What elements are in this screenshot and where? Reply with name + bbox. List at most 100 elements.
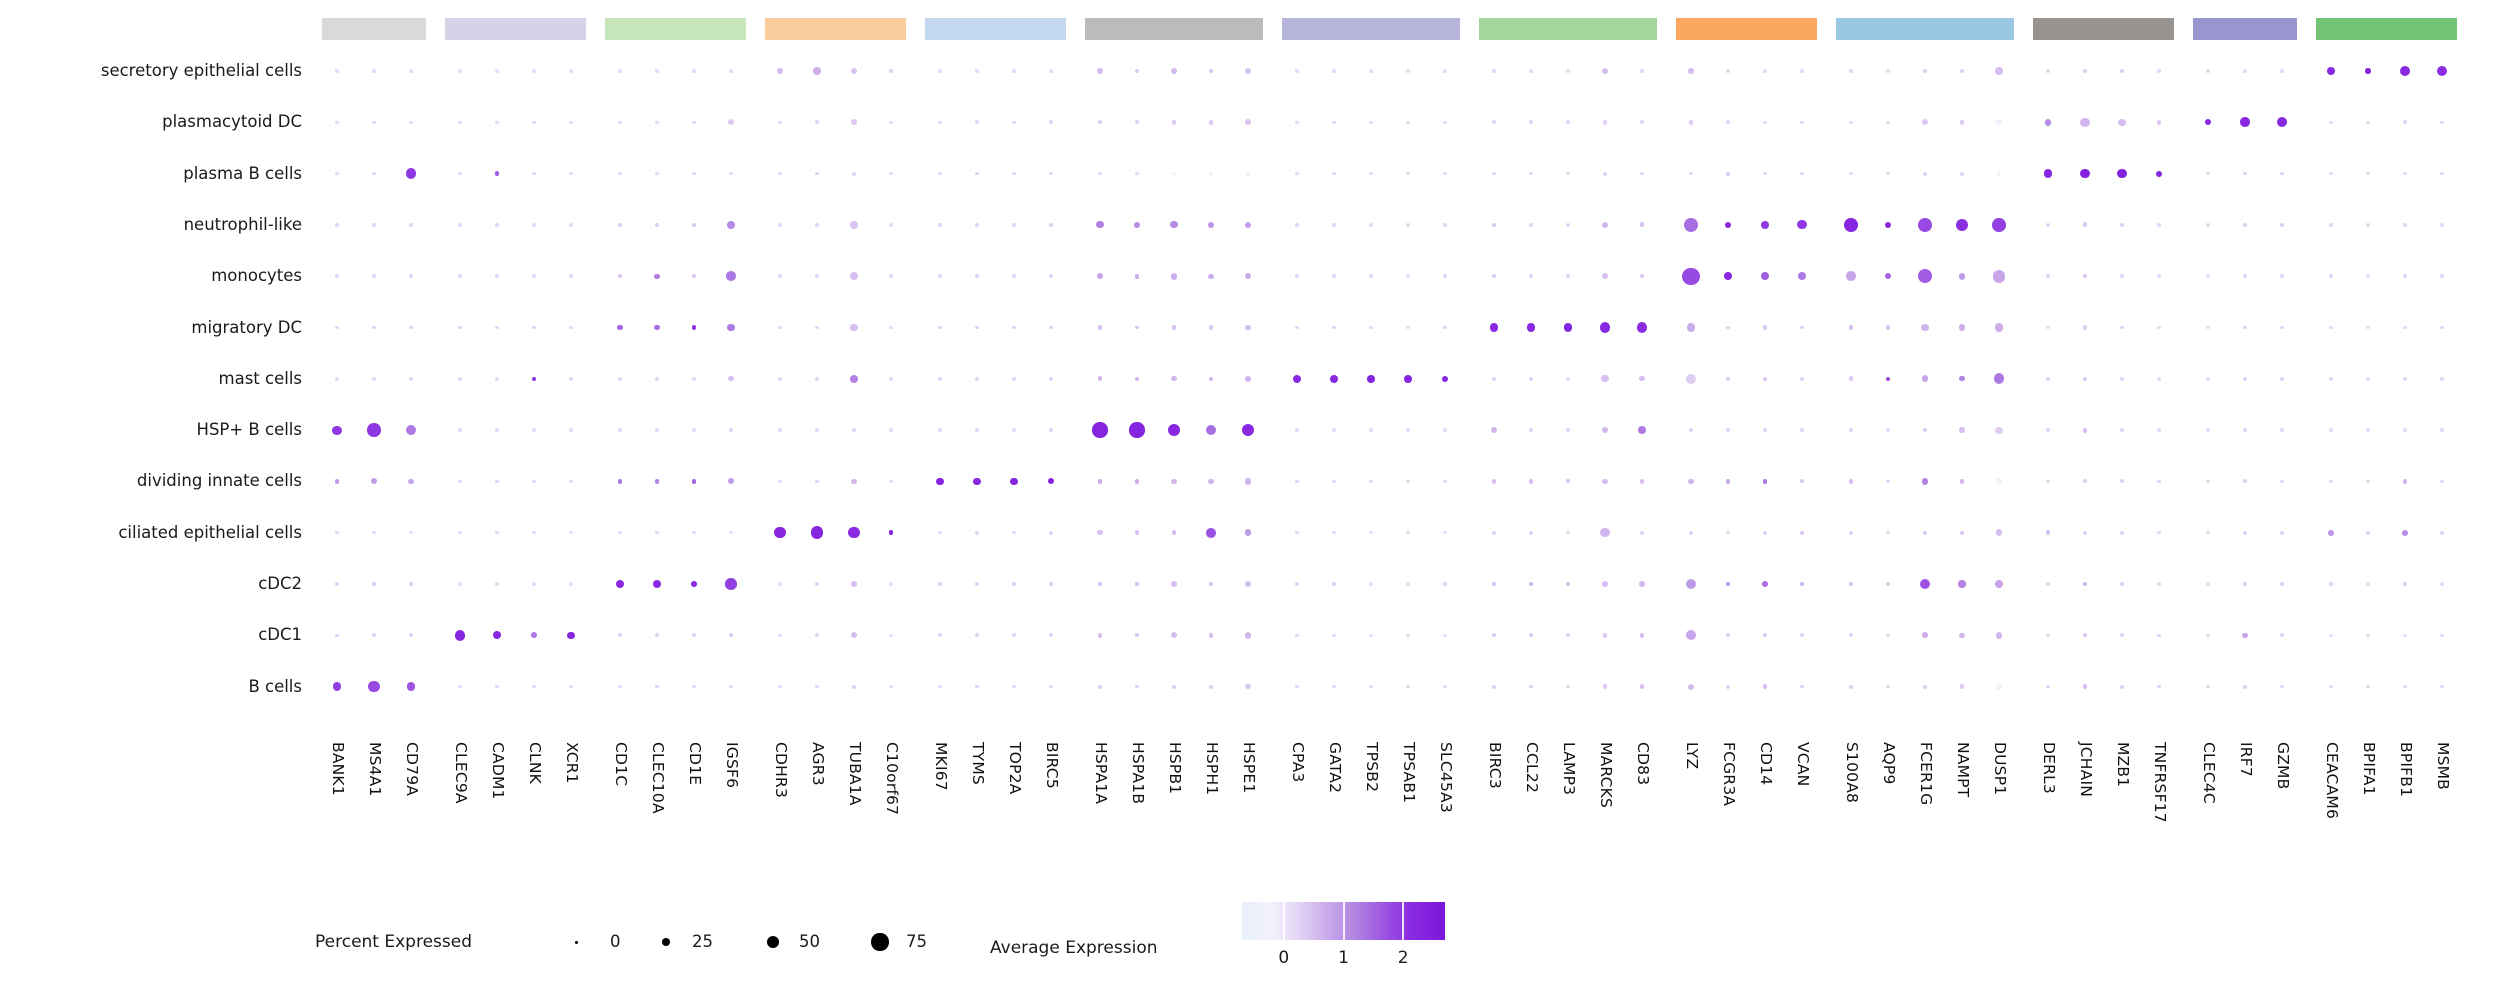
expression-dot: [889, 633, 893, 638]
y-tick-label: ciliated epithelial cells: [118, 522, 302, 542]
x-tick-label: NAMPT: [1954, 742, 1972, 798]
expression-dot: [889, 274, 893, 278]
x-tick-label: TPSB2: [1363, 742, 1381, 793]
expression-dot: [1332, 120, 1336, 125]
expression-dot: [1332, 223, 1336, 227]
expression-dot: [1244, 272, 1252, 280]
expression-dot: [2243, 69, 2247, 73]
average-expression-legend-title: Average Expression: [990, 938, 1158, 958]
expression-dot: [1012, 69, 1016, 73]
expression-dot: [1244, 67, 1252, 75]
expression-dot: [2403, 274, 2407, 279]
expression-dot: [1443, 120, 1447, 125]
expression-dot: [1640, 171, 1644, 176]
expression-dot: [1092, 422, 1108, 438]
x-tick-label: CCL22: [1523, 742, 1541, 794]
expression-dot: [1994, 323, 2004, 332]
x-tick-label: HSPA1B: [1129, 742, 1147, 805]
expression-dot: [654, 324, 660, 331]
expression-dot: [372, 582, 376, 586]
expression-dot: [1763, 120, 1767, 125]
expression-dot: [852, 171, 856, 176]
expression-dot: [1800, 171, 1804, 176]
expression-dot: [2206, 171, 2210, 176]
expression-dot: [332, 425, 342, 435]
expression-dot: [1134, 221, 1140, 228]
expression-dot: [692, 530, 696, 535]
expression-dot: [1566, 274, 1570, 279]
expression-dot: [371, 478, 377, 485]
expression-dot: [2366, 377, 2370, 381]
expression-dot: [692, 428, 696, 432]
expression-dot: [851, 632, 857, 639]
expression-dot: [1992, 218, 2006, 232]
expression-dot: [2365, 68, 2371, 74]
expression-dot: [1886, 120, 1890, 125]
expression-dot: [2329, 120, 2333, 125]
expression-dot: [1012, 274, 1016, 279]
expression-dot: [495, 120, 499, 125]
expression-dot: [2082, 273, 2088, 279]
expression-dot: [2366, 479, 2370, 484]
expression-dot: [1049, 120, 1053, 125]
expression-dot: [889, 428, 893, 432]
expression-dot: [848, 526, 860, 539]
expression-dot: [2440, 377, 2444, 381]
expression-dot: [1529, 223, 1533, 227]
expression-dot: [1332, 684, 1336, 689]
expression-dot: [1171, 684, 1177, 689]
expression-dot: [1688, 68, 1694, 74]
expression-dot: [975, 274, 979, 279]
expression-dot: [1639, 684, 1645, 690]
gene-group-bar-4: [925, 18, 1066, 40]
expression-dot: [2326, 66, 2336, 76]
expression-dot: [1406, 633, 1410, 638]
expression-dot: [1685, 578, 1697, 590]
x-tick-label: VCAN: [1794, 742, 1812, 787]
expression-dot: [1295, 684, 1299, 689]
expression-dot: [335, 582, 339, 586]
y-tick-label: dividing innate cells: [136, 471, 302, 491]
expression-dot: [2403, 633, 2407, 638]
expression-dot: [1685, 373, 1697, 384]
expression-dot: [1167, 423, 1181, 437]
y-tick-label: monocytes: [211, 266, 302, 286]
expression-dot: [1566, 69, 1570, 73]
expression-dot: [1332, 582, 1336, 586]
expression-dot: [2366, 530, 2370, 535]
expression-dot: [1601, 426, 1609, 434]
expression-dot: [2243, 171, 2247, 176]
expression-dot: [458, 684, 462, 689]
colorbar-tick-mark: [1402, 902, 1405, 940]
expression-dot: [727, 221, 735, 229]
expression-dot: [372, 325, 376, 330]
expression-dot: [2280, 274, 2284, 278]
expression-dot: [332, 682, 342, 691]
expression-dot: [813, 67, 821, 75]
expression-dot: [2046, 69, 2050, 73]
expression-dot: [2082, 325, 2088, 330]
expression-dot: [1295, 633, 1299, 638]
gene-group-bar-6: [1282, 18, 1460, 40]
expression-dot: [2329, 274, 2333, 279]
expression-dot: [654, 273, 660, 279]
expression-dot: [1923, 530, 1927, 535]
expression-dot: [1797, 272, 1807, 281]
expression-dot: [1134, 478, 1140, 484]
expression-dot: [778, 684, 782, 689]
expression-dot: [405, 424, 417, 436]
expression-dot: [778, 582, 782, 586]
expression-dot: [2366, 171, 2370, 176]
expression-dot: [1994, 579, 2004, 589]
x-tick-label: HSPA1A: [1092, 742, 1110, 805]
expression-dot: [889, 120, 893, 125]
expression-dot: [726, 271, 736, 282]
expression-dot: [1922, 684, 1928, 689]
expression-dot: [692, 274, 696, 279]
expression-dot: [495, 479, 499, 484]
expression-dot: [335, 530, 339, 535]
expression-dot: [1244, 119, 1252, 126]
expression-dot: [1995, 119, 2003, 126]
expression-dot: [1921, 478, 1929, 485]
expression-dot: [569, 684, 573, 689]
